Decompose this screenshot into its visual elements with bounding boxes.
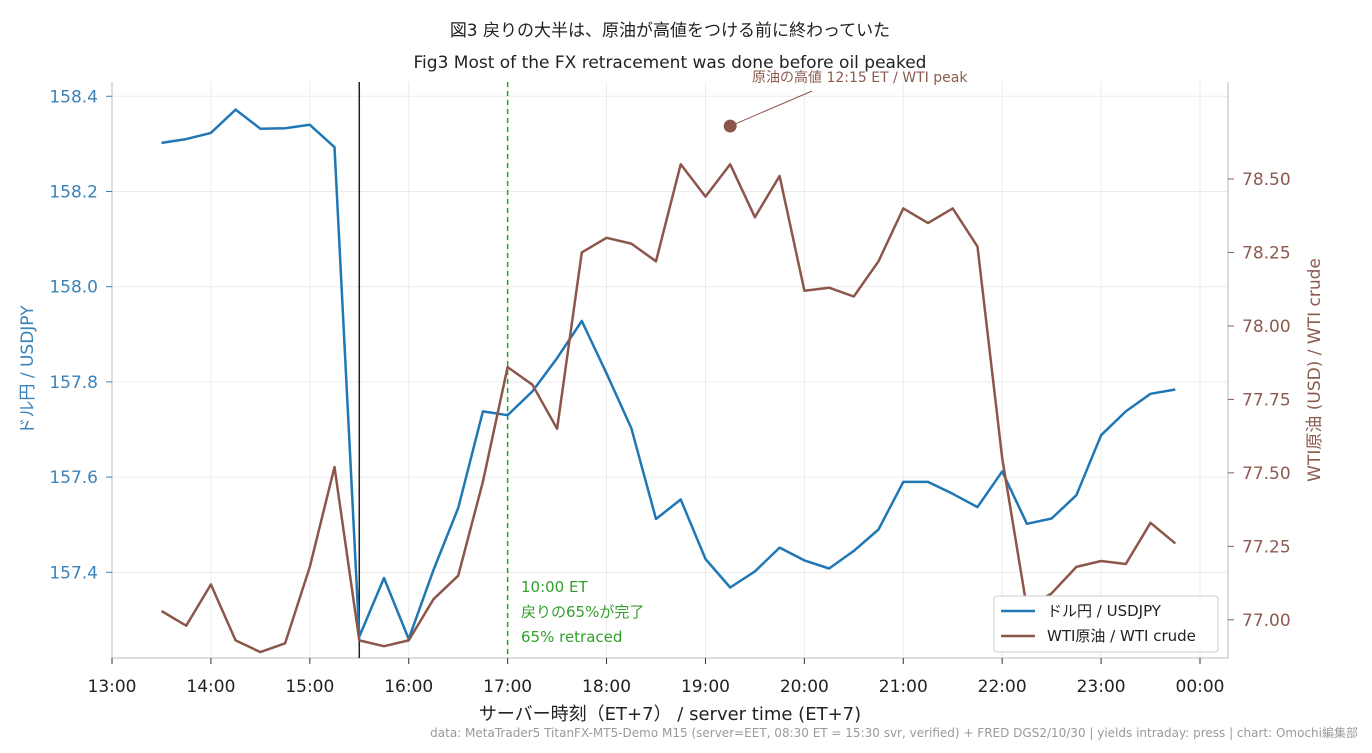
x-tick-label: 00:00 (1176, 677, 1225, 697)
retrace-note-line1: 10:00 ET (521, 578, 588, 596)
y-right-tick-label: 78.50 (1242, 170, 1291, 190)
y-left-tick-label: 157.8 (49, 373, 98, 393)
y-axis-left-label: ドル円 / USDJPY (18, 305, 38, 435)
series-lines (160, 108, 1177, 654)
y-right-tick-label: 77.50 (1242, 464, 1291, 484)
x-tick-label: 22:00 (978, 677, 1027, 697)
y-right-tick-label: 77.00 (1242, 611, 1291, 631)
y-axis-right-label: WTI原油 (USD) / WTI crude (1305, 258, 1325, 482)
chart-subtitle: Fig3 Most of the FX retracement was done… (414, 53, 927, 73)
y-left-tick-label: 158.2 (49, 182, 98, 202)
x-tick-label: 23:00 (1077, 677, 1126, 697)
y-right-tick-label: 78.00 (1242, 317, 1291, 337)
x-tick-label: 19:00 (681, 677, 730, 697)
y-right-tick-label: 78.25 (1242, 243, 1291, 263)
x-axis-label: サーバー時刻（ET+7） / server time (ET+7) (479, 704, 861, 725)
legend: ドル円 / USDJPY WTI原油 / WTI crude (993, 595, 1219, 653)
y-left-tick-label: 157.4 (49, 563, 98, 583)
x-tick-label: 20:00 (780, 677, 829, 697)
ticks: 13:00 14:00 15:00 16:00 17:00 18:00 19:00 20:00… (49, 87, 1290, 697)
y-right-tick-label: 77.75 (1242, 390, 1291, 410)
x-tick-label: 14:00 (186, 677, 235, 697)
y-left-tick-label: 158.4 (49, 87, 98, 107)
legend-label-usdjpy: ドル円 / USDJPY (1047, 602, 1162, 620)
y-left-tick-label: 158.0 (49, 278, 98, 298)
oil-peak-leader (729, 90, 813, 127)
footer-source: data: MetaTrader5 TitanFX-MT5-Demo M15 (… (430, 725, 1358, 740)
series-line-usdjpy (161, 108, 1176, 641)
x-tick-label: 21:00 (879, 677, 928, 697)
series-line-wti (160, 163, 1177, 654)
retrace-note-line3: 65% retraced (521, 628, 622, 646)
legend-box (993, 595, 1219, 653)
x-tick-label: 18:00 (582, 677, 631, 697)
chart-title: 図3 戻りの大半は、原油が高値をつける前に終わっていた (450, 21, 890, 41)
x-tick-label: 16:00 (384, 677, 433, 697)
y-left-tick-label: 157.6 (49, 468, 98, 488)
annotations: 10:00 ET 戻りの65%が完了 65% retraced 原油の高値 12… (521, 69, 968, 646)
oil-peak-note: 原油の高値 12:15 ET / WTI peak (752, 69, 968, 86)
x-tick-label: 15:00 (285, 677, 334, 697)
retrace-note-line2: 戻りの65%が完了 (521, 603, 644, 621)
gridlines (111, 82, 1228, 658)
legend-label-wti: WTI原油 / WTI crude (1047, 627, 1196, 645)
x-tick-label: 13:00 (88, 677, 137, 697)
axes (111, 82, 1229, 659)
x-tick-label: 17:00 (483, 677, 532, 697)
oil-peak-marker (723, 119, 737, 133)
y-right-tick-label: 77.25 (1242, 537, 1291, 557)
